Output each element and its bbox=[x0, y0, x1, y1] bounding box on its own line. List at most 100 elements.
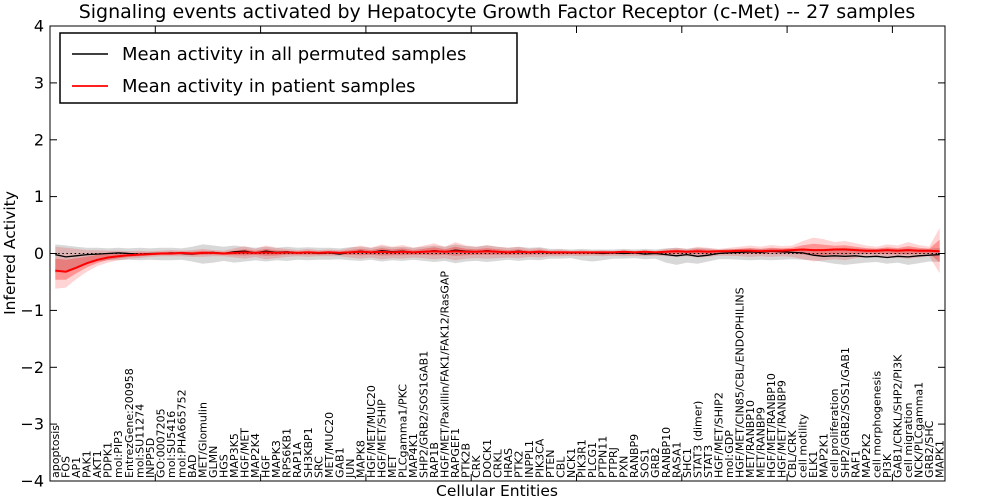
x-category-label: SHP2/GRB2/SOS1GAB1 bbox=[418, 351, 431, 478]
x-category-label: GAB1 bbox=[333, 447, 346, 478]
x-category-label: RPS6KB1 bbox=[281, 428, 294, 478]
x-category-label: GLMN bbox=[207, 446, 220, 478]
x-category-label: mol:PIP3 bbox=[112, 430, 125, 478]
x-category-label: PIK3CA bbox=[533, 438, 546, 478]
x-category-label: mol:GDP bbox=[723, 430, 736, 478]
x-category-label: MAPK8 bbox=[354, 440, 367, 478]
x-category-label: HGF bbox=[260, 455, 273, 478]
x-category-label: FOS bbox=[60, 456, 73, 478]
x-category-label: NCK/PLCgamma1 bbox=[912, 382, 925, 478]
y-tick-label: 1 bbox=[34, 187, 44, 206]
x-category-label: HGF/MET bbox=[239, 428, 252, 478]
x-category-label: PTK2B bbox=[460, 443, 473, 478]
x-category-label: HGF/MET/SHIP bbox=[375, 399, 388, 478]
x-category-label: GO:0007205 bbox=[154, 408, 167, 478]
x-category-label: PTK2 bbox=[512, 450, 525, 478]
x-category-label: HGS bbox=[218, 454, 231, 478]
legend-label-permuted: Mean activity in all permuted samples bbox=[122, 44, 466, 65]
legend: Mean activity in all permuted samples Me… bbox=[59, 32, 518, 104]
x-category-label: PAK1 bbox=[81, 450, 94, 478]
x-category-label: HGF/MET/SHIP2 bbox=[712, 392, 725, 478]
x-category-label: mol:SU11274 bbox=[133, 404, 146, 478]
x-category-label: MAPK3 bbox=[270, 440, 283, 478]
x-category-label: RAP1A bbox=[291, 442, 304, 478]
plot-frame bbox=[49, 25, 946, 482]
y-tick-label: 0 bbox=[34, 244, 44, 263]
x-category-label: MET/RANBP9 bbox=[755, 407, 768, 478]
x-category-label: GAB1/CRKL/SHP2/PI3K bbox=[891, 354, 904, 478]
x-category-label: MET/RANBP10 bbox=[744, 400, 757, 478]
x-category-label: INPP5D bbox=[144, 438, 157, 478]
x-category-label: mol:PHA665752 bbox=[175, 389, 188, 478]
x-category-label: PLCG1 bbox=[586, 442, 599, 478]
x-category-label: HGF/MET/RANBP9 bbox=[776, 380, 789, 478]
x-category-label: HGF/MET/Paxillin/FAK1/FAK12/RasGAP bbox=[439, 271, 452, 478]
x-category-label: RAF1 bbox=[849, 450, 862, 478]
x-category-label: NCK1 bbox=[565, 448, 578, 478]
y-axis-label: Inferred Activity bbox=[1, 191, 19, 315]
x-category-label: STAT3 (dimer) bbox=[691, 401, 704, 478]
x-category-label: RASA1 bbox=[670, 442, 683, 478]
x-category-label: EntrezGene:200958 bbox=[123, 368, 136, 478]
x-category-label: RANBP9 bbox=[628, 434, 641, 478]
x-category-label: STAT3 bbox=[702, 445, 715, 478]
y-tick-label: 2 bbox=[34, 130, 44, 149]
x-category-label: SHC1 bbox=[681, 448, 694, 478]
x-category-label: ELK1 bbox=[807, 451, 820, 478]
x-category-label: SH3KBP1 bbox=[302, 427, 315, 478]
y-tick-label: −1 bbox=[20, 301, 44, 320]
x-category-label: GRB2/SHC bbox=[923, 420, 936, 478]
x-category-label: mol:SU5416 bbox=[165, 411, 178, 478]
x-category-label: MET/MUC20 bbox=[323, 412, 336, 478]
x-category-label: CBL/CRK bbox=[786, 430, 799, 478]
x-category-label: MAP2K4 bbox=[249, 433, 262, 478]
y-tick-label: −4 bbox=[20, 472, 44, 491]
x-category-label: SHP2/GRB2/SOS1/GAB1 bbox=[839, 347, 852, 478]
x-category-label: cell morphogenesis bbox=[870, 371, 883, 478]
x-category-label: PIK3R1 bbox=[576, 439, 589, 478]
x-category-label: PDPK1 bbox=[102, 442, 115, 478]
x-category-label: MAP3K5 bbox=[228, 433, 241, 478]
x-category-label: MET bbox=[386, 455, 399, 478]
x-category-label: MAP2K1 bbox=[818, 433, 831, 478]
legend-box bbox=[59, 32, 518, 104]
x-category-label: GRB2 bbox=[649, 447, 662, 478]
patient-mean-line bbox=[55, 248, 940, 273]
x-category-label: JUN bbox=[344, 458, 357, 479]
x-category-label: apoptosis bbox=[49, 425, 62, 478]
x-category-label: PTPRJ bbox=[607, 447, 620, 478]
x-category-label: RAP1B bbox=[428, 442, 441, 478]
x-category-labels: apoptosisFOSAP1PAK1AKT1PDPK1mol:PIP3Entr… bbox=[49, 271, 946, 479]
x-category-label: CRK bbox=[470, 455, 483, 478]
y-tick-label: −3 bbox=[20, 415, 44, 434]
legend-label-patient: Mean activity in patient samples bbox=[122, 76, 416, 97]
x-category-label: MET/Glomulin bbox=[196, 402, 209, 478]
y-tick-label: 4 bbox=[34, 17, 44, 36]
x-category-label: PXN bbox=[618, 456, 631, 478]
x-category-label: PLCgamma1/PKC bbox=[397, 384, 410, 478]
x-category-label: CRKL bbox=[491, 448, 504, 478]
x-category-label: PTPN11 bbox=[597, 436, 610, 478]
x-category-label: BAD bbox=[186, 454, 199, 478]
x-category-label: AKT1 bbox=[91, 450, 104, 478]
x-category-label: SRC bbox=[312, 456, 325, 478]
x-category-label: PTEN bbox=[544, 449, 557, 478]
x-category-label: cell motility bbox=[797, 413, 810, 478]
x-category-label: MAP2K2 bbox=[860, 433, 873, 478]
x-category-label: cell proliferation bbox=[828, 388, 841, 478]
x-category-label: HRAS bbox=[502, 448, 515, 478]
x-category-label: SOS1 bbox=[639, 448, 652, 478]
mean-lines bbox=[55, 248, 940, 273]
y-tick-label: −2 bbox=[20, 358, 44, 377]
chart-title: Signaling events activated by Hepatocyte… bbox=[79, 1, 916, 23]
x-category-label: MAP4K1 bbox=[407, 433, 420, 478]
x-category-label: DOCK1 bbox=[481, 439, 494, 478]
x-category-label: RAPGEF1 bbox=[449, 428, 462, 478]
x-category-label: HGF/MET/CIN85/CBL/ENDOPHILINS bbox=[733, 287, 746, 478]
x-category-label: INPPL1 bbox=[523, 440, 536, 478]
x-category-label: CBL bbox=[554, 456, 567, 478]
x-category-label: RANBP10 bbox=[660, 427, 673, 478]
x-category-label: HGF/MET/MUC20 bbox=[365, 385, 378, 478]
x-category-label: PI3K bbox=[881, 453, 894, 478]
